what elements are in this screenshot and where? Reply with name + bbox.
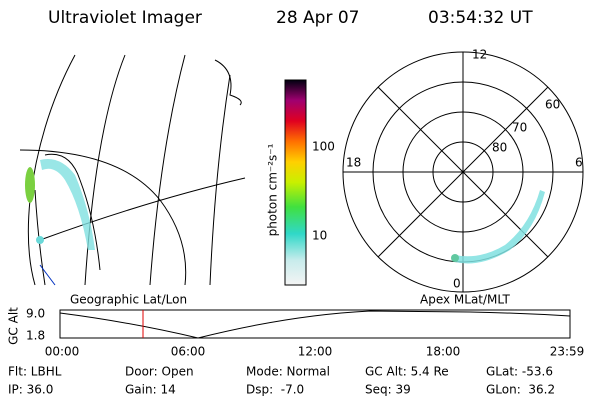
status-field: Gain: 14	[125, 383, 176, 397]
mlt-label: 12	[472, 48, 487, 62]
timeline-y-tick: 1.8	[26, 329, 45, 343]
status-field: GC Alt: 5.4 Re	[365, 365, 449, 379]
timeline-box	[59, 309, 571, 339]
mlt-label: 0	[453, 277, 461, 291]
image-panel	[19, 54, 246, 286]
instrument: Ultraviolet Imager	[48, 8, 202, 28]
time-label: 06:00	[171, 345, 206, 359]
timeline-y-tick: 9.0	[26, 307, 45, 321]
colorbar-unit: photon cm⁻²s⁻¹	[266, 143, 280, 236]
lat-label: 80	[492, 141, 507, 155]
altitude-curve	[59, 310, 571, 339]
colorbar-tick: 10	[312, 229, 327, 243]
polar-plot	[342, 51, 584, 293]
time-label: 12:00	[298, 345, 333, 359]
timeline-y-label: GC Alt	[7, 307, 21, 345]
time-label: 23:59	[550, 345, 585, 359]
date: 28 Apr 07	[276, 8, 359, 28]
time-label: 00:00	[45, 345, 80, 359]
time: 03:54:32 UT	[428, 8, 533, 28]
colorbar-tick: 100	[312, 140, 335, 154]
status-field: Mode: Normal	[246, 365, 330, 379]
status-field: Door: Open	[125, 365, 194, 379]
time-label: 18:00	[426, 345, 461, 359]
timeline-left-title: Geographic Lat/Lon	[70, 293, 187, 307]
mlt-label: 18	[346, 156, 361, 170]
mlt-label: 6	[575, 156, 583, 170]
status-field: GLat: -53.6	[486, 365, 553, 379]
status-field: Dsp: -7.0	[246, 383, 304, 397]
lat-label: 60	[545, 98, 560, 112]
colorbar	[284, 79, 307, 286]
timeline-right-title: Apex MLat/MLT	[420, 293, 510, 307]
lat-label: 70	[512, 121, 527, 135]
status-field: GLon: 36.2	[486, 383, 555, 397]
status-field: Seq: 39	[365, 383, 411, 397]
status-field: Flt: LBHL	[8, 365, 62, 379]
status-field: IP: 36.0	[8, 383, 53, 397]
